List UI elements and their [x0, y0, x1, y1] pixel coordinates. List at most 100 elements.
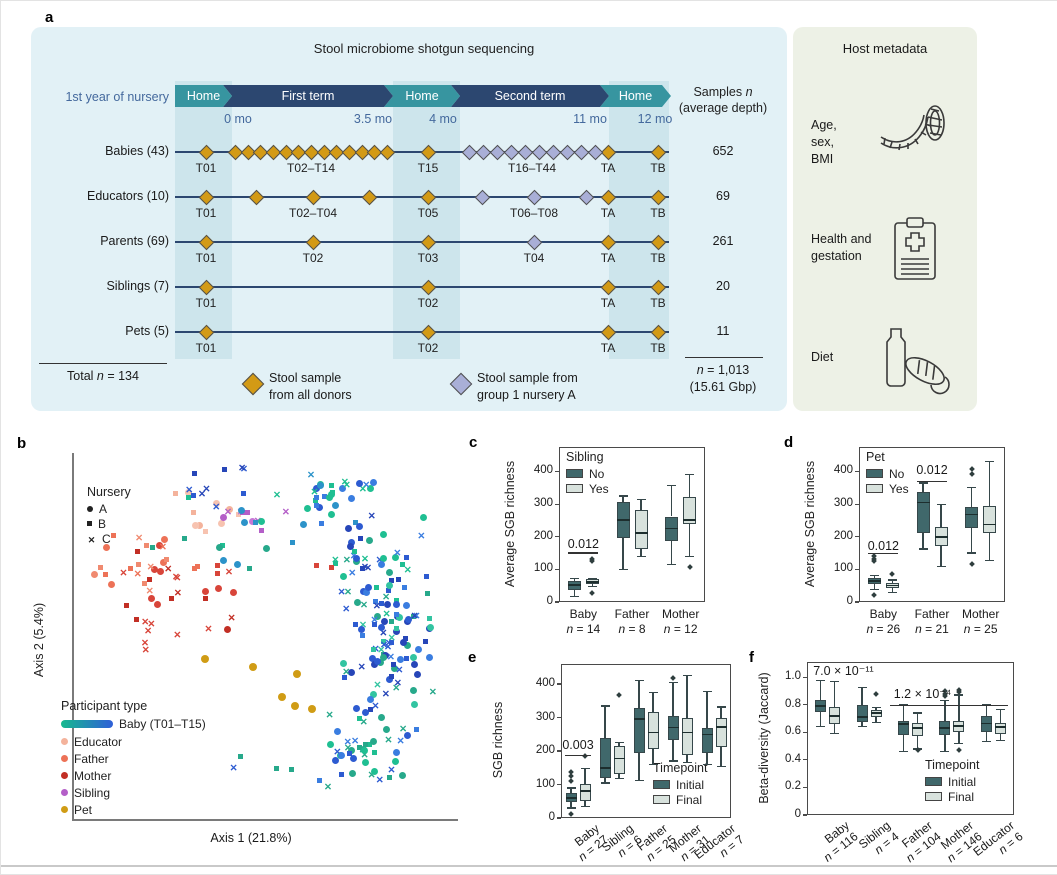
- scatter-point: [348, 539, 356, 547]
- whisker-cap: [913, 712, 922, 714]
- median-line: [939, 727, 951, 729]
- row-sample-count: 20: [716, 279, 730, 293]
- y-tick-label: 200: [833, 529, 853, 542]
- timepoint-legend-f: Timepoint Initial Final: [923, 758, 982, 804]
- timepoint-tick-label: T02–T14: [286, 161, 336, 175]
- scatter-point: [394, 626, 400, 632]
- scatter-point: [380, 555, 388, 563]
- scatter-point: [360, 633, 366, 639]
- scatter-point: ✕: [358, 484, 367, 496]
- whisker: [834, 724, 836, 734]
- scatter-point: [362, 741, 368, 747]
- scatter-point: [411, 613, 417, 619]
- whisker: [720, 706, 722, 718]
- whisker: [940, 545, 942, 567]
- y-tick-mark: [803, 704, 807, 706]
- box-final: [681, 717, 693, 756]
- scatter-point: [404, 615, 412, 623]
- whisker: [706, 752, 708, 765]
- scatter-point: [356, 715, 362, 721]
- scatter-point: [248, 518, 256, 526]
- median-line: [681, 731, 693, 734]
- scatter-point: [330, 490, 336, 496]
- median-line: [856, 716, 868, 718]
- whisker-cap: [682, 762, 692, 764]
- whisker-cap: [636, 498, 646, 500]
- whisker: [989, 533, 991, 561]
- significance-text: 1.2 × 10⁻⁴: [893, 687, 952, 701]
- row-sample-count: 652: [712, 144, 734, 158]
- total-rule: [39, 363, 167, 365]
- timepoint-legend-e: Timepoint Initial Final: [651, 761, 710, 807]
- whisker-cap: [716, 765, 726, 767]
- scatter-point: [160, 536, 168, 544]
- whisker-cap: [871, 706, 881, 709]
- scatter-point: [372, 598, 378, 604]
- scatter-point: ✕: [281, 506, 290, 518]
- scatter-point: [110, 533, 116, 539]
- y-tick-mark: [803, 731, 807, 733]
- y-tick-mark: [855, 503, 859, 505]
- median-line: [994, 725, 1006, 728]
- father-legend-label: Father: [74, 751, 109, 766]
- timepoint-tick-label: TA: [600, 341, 616, 355]
- pet-no-label: No: [889, 466, 905, 481]
- scatter-point: [192, 471, 198, 477]
- whisker: [873, 583, 875, 590]
- scatter-point: ✕: [375, 774, 384, 786]
- scatter-point: [377, 714, 385, 722]
- timepoint-e-initial-label: Initial: [676, 777, 705, 792]
- timepoint-tick-label: T01: [195, 206, 217, 220]
- scatter-point: [340, 573, 348, 581]
- scatter-point: ✕: [384, 642, 392, 654]
- y-tick-mark: [555, 503, 559, 505]
- scatter-point: [224, 625, 232, 633]
- participant-row-label: Educators (10): [87, 189, 169, 203]
- scatter-point: ✕: [399, 724, 408, 736]
- x-group-n: n = 26: [866, 622, 901, 636]
- y-tick-label: 300: [833, 497, 853, 510]
- scatter-point: ✕: [386, 651, 395, 663]
- whisker: [891, 588, 893, 593]
- sibling-no-label: No: [589, 466, 605, 481]
- scatter-point: [163, 556, 169, 562]
- timepoint-f-initial-label: Initial: [948, 774, 977, 789]
- sibling-dot: [61, 789, 68, 796]
- scatter-point: ✕: [371, 701, 380, 713]
- whisker-cap: [566, 787, 576, 789]
- participant-row-label: Babies (43): [105, 144, 169, 158]
- median-line: [953, 725, 965, 727]
- median-line: [980, 722, 992, 725]
- scatter-point: ✕: [360, 749, 369, 761]
- nursery-b-label: B: [98, 516, 107, 531]
- box-initial: [856, 704, 868, 722]
- y-tick-mark: [555, 536, 559, 538]
- row-sample-count: 69: [716, 189, 730, 203]
- box-no: [916, 491, 930, 534]
- whisker-cap: [636, 555, 646, 557]
- timepoint-e-final-swatch: [653, 795, 670, 804]
- scatter-point: ✕: [325, 709, 334, 721]
- significance-bar: [917, 480, 947, 482]
- scatter-point: [313, 484, 321, 492]
- y-tick-mark: [555, 470, 559, 473]
- educator-dot: [61, 738, 68, 745]
- scatter-point: [235, 512, 241, 518]
- scatter-point: [318, 520, 324, 526]
- legend-gold-label: Stool sample from all donors: [269, 371, 352, 402]
- whisker: [652, 692, 654, 712]
- whisker: [570, 801, 572, 808]
- scatter-point: [348, 770, 356, 778]
- scatter-point: ✕: [344, 586, 352, 598]
- sibling-legend-title: Sibling: [566, 450, 604, 464]
- scatter-point: [348, 747, 356, 755]
- scatter-point: [387, 774, 392, 780]
- median-line: [715, 726, 727, 728]
- scatter-point: ✕: [147, 618, 156, 630]
- pet-scatter-point: [248, 662, 257, 671]
- x-group-name: Baby: [869, 607, 897, 621]
- box-no: [965, 507, 979, 528]
- scatter-point: [316, 777, 322, 783]
- scatter-point: ✕: [212, 501, 221, 513]
- pet-legend-label: Pet: [74, 802, 93, 817]
